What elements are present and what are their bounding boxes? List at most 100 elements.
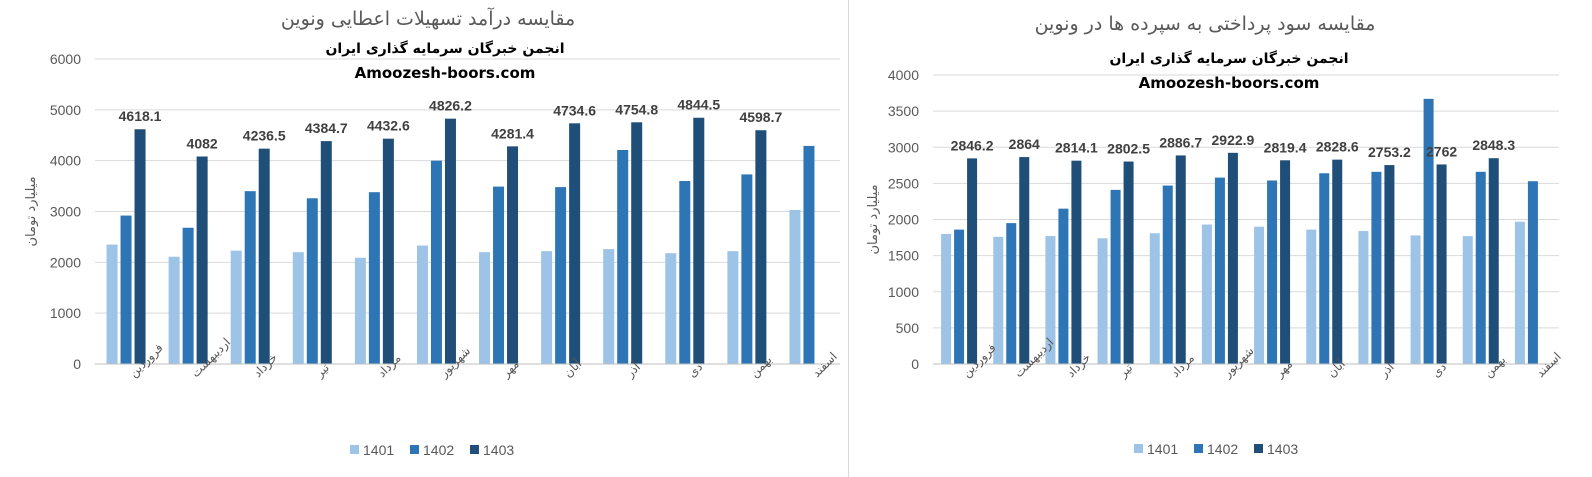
bar-1401-8 bbox=[541, 251, 553, 364]
y-tick-label: 2000 bbox=[50, 254, 81, 270]
bar-1401-5 bbox=[1149, 233, 1160, 364]
bar-1402-11 bbox=[1475, 171, 1486, 364]
legend-swatch-1402 bbox=[410, 445, 419, 454]
bar-1403-4 bbox=[1123, 161, 1134, 364]
bar-1402-3 bbox=[1058, 208, 1069, 364]
bar-1403-10 bbox=[693, 117, 705, 364]
legend-entry: 1401 bbox=[363, 442, 394, 458]
data-label: 2828.6 bbox=[1316, 139, 1359, 155]
bar-1401-2 bbox=[168, 256, 180, 364]
bar-1401-5 bbox=[354, 257, 366, 364]
data-label: 2864 bbox=[1009, 136, 1040, 152]
bar-1401-7 bbox=[1254, 226, 1265, 364]
bar-1402-9 bbox=[1371, 171, 1382, 364]
bar-1401-1 bbox=[941, 233, 952, 364]
y-tick-label: 1500 bbox=[888, 248, 919, 264]
bar-1402-7 bbox=[493, 186, 505, 364]
y-tick-label: 2000 bbox=[888, 212, 919, 228]
bar-1402-8 bbox=[1319, 173, 1330, 364]
data-label: 2753.2 bbox=[1368, 144, 1411, 160]
deposit-chart-panel: مقایسه سود پرداختی به سپرده ها در ونوین … bbox=[849, 0, 1592, 477]
data-label: 2846.2 bbox=[951, 137, 994, 153]
legend-swatch-1401 bbox=[1134, 444, 1143, 453]
chart-website: Amoozesh-boors.com bbox=[355, 64, 536, 82]
y-tick-label: 5000 bbox=[50, 102, 81, 118]
legend-swatch-1402 bbox=[1194, 444, 1203, 453]
bar-1401-7 bbox=[479, 252, 491, 364]
bar-1403-11 bbox=[755, 130, 767, 364]
income-chart: مقایسه درآمد تسهیلات اعطایی ونوین انجمن … bbox=[24, 6, 840, 458]
bar-1402-6 bbox=[1214, 177, 1225, 364]
legend-swatch-1401 bbox=[350, 445, 359, 454]
bar-1401-12 bbox=[1514, 221, 1525, 364]
bar-1403-5 bbox=[1175, 155, 1186, 364]
data-label: 2802.5 bbox=[1107, 141, 1150, 157]
bar-1403-9 bbox=[631, 122, 643, 364]
bar-1403-10 bbox=[1436, 164, 1447, 364]
bar-1403-1 bbox=[967, 158, 978, 364]
bar-1401-11 bbox=[1462, 236, 1473, 364]
bar-1403-6 bbox=[1227, 152, 1238, 364]
legend-swatch-1403 bbox=[470, 445, 479, 454]
bar-1402-2 bbox=[1006, 223, 1017, 364]
data-label: 2819.4 bbox=[1264, 139, 1307, 155]
bar-1402-7 bbox=[1267, 180, 1278, 364]
bar-1402-8 bbox=[555, 187, 567, 364]
legend-entry: 1403 bbox=[483, 442, 514, 458]
bar-1403-11 bbox=[1488, 158, 1499, 364]
bar-1402-10 bbox=[679, 181, 691, 364]
bar-1401-4 bbox=[1097, 238, 1108, 364]
data-label: 4754.8 bbox=[615, 101, 658, 117]
bar-1403-6 bbox=[444, 118, 456, 364]
bar-1403-2 bbox=[1019, 157, 1030, 364]
y-tick-label: 3000 bbox=[888, 139, 919, 155]
legend-entry: 1402 bbox=[1207, 441, 1238, 457]
bar-1403-7 bbox=[1280, 160, 1291, 364]
data-label: 4598.7 bbox=[739, 109, 782, 125]
y-tick-label: 3000 bbox=[50, 204, 81, 220]
bar-1403-2 bbox=[196, 156, 208, 364]
bar-1401-4 bbox=[292, 252, 304, 364]
chart-website: Amoozesh-boors.com bbox=[1139, 74, 1320, 92]
bar-1401-10 bbox=[1410, 235, 1421, 364]
bar-1403-9 bbox=[1384, 165, 1395, 364]
data-label: 2848.3 bbox=[1472, 137, 1515, 153]
bar-1402-3 bbox=[244, 191, 256, 364]
bar-1401-2 bbox=[993, 236, 1004, 364]
chart-title: مقایسه درآمد تسهیلات اعطایی ونوین bbox=[281, 6, 575, 30]
data-label: 4826.2 bbox=[429, 98, 472, 114]
y-tick-label: 4000 bbox=[50, 153, 81, 169]
bar-1402-2 bbox=[182, 227, 194, 364]
x-tick-label: شهریور bbox=[1219, 344, 1257, 382]
bar-1401-6 bbox=[1201, 224, 1212, 364]
data-label: 4082 bbox=[187, 135, 218, 151]
bar-1402-12 bbox=[1527, 181, 1538, 364]
data-label: 4281.4 bbox=[491, 125, 534, 141]
data-label: 4384.7 bbox=[305, 120, 348, 136]
legend-entry: 1402 bbox=[423, 442, 454, 458]
bar-1402-1 bbox=[954, 229, 965, 364]
bar-1401-3 bbox=[1045, 236, 1056, 364]
x-tick-label: فروردین bbox=[126, 341, 166, 381]
data-label: 4844.5 bbox=[677, 97, 720, 113]
bar-1402-12 bbox=[803, 145, 815, 364]
bar-1401-9 bbox=[1358, 231, 1369, 364]
y-tick-label: 3500 bbox=[888, 103, 919, 119]
y-axis-label: میلیارد تومان bbox=[24, 176, 39, 246]
legend-entry: 1401 bbox=[1147, 441, 1178, 457]
y-tick-label: 0 bbox=[73, 356, 81, 372]
bar-1403-5 bbox=[382, 138, 394, 364]
bar-1401-10 bbox=[665, 253, 677, 364]
legend-swatch-1403 bbox=[1254, 444, 1263, 453]
chart-subtitle: انجمن خبرگان سرمایه گذاری ایران bbox=[1109, 50, 1348, 67]
y-tick-label: 500 bbox=[896, 320, 920, 336]
data-label: 2922.9 bbox=[1212, 132, 1255, 148]
bar-1402-6 bbox=[430, 160, 442, 364]
legend-entry: 1403 bbox=[1267, 441, 1298, 457]
panel-divider bbox=[848, 0, 849, 477]
y-tick-label: 1000 bbox=[888, 284, 919, 300]
y-tick-label: 1000 bbox=[50, 305, 81, 321]
y-tick-label: 4000 bbox=[888, 67, 919, 83]
income-chart-panel: مقایسه درآمد تسهیلات اعطایی ونوین انجمن … bbox=[24, 6, 840, 458]
data-label: 4618.1 bbox=[119, 108, 162, 124]
